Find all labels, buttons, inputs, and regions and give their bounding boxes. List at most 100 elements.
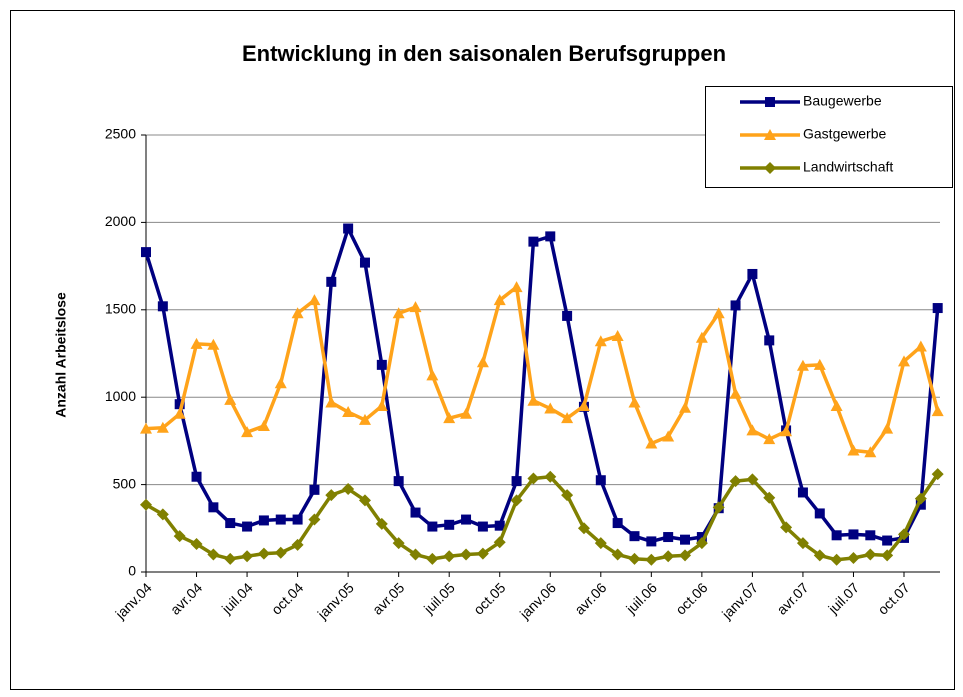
marker [931,405,944,417]
marker [173,407,186,419]
marker [358,494,371,507]
marker [208,502,219,513]
marker [528,236,539,247]
marker [476,356,489,368]
y-tick-label: 1500 [105,301,136,317]
marker [765,97,775,107]
marker [747,268,758,279]
marker [696,532,707,543]
y-axis-label: Anzahl Arbeitslose [53,292,69,418]
marker [898,355,910,367]
legend-label: Landwirtschaft [803,159,893,175]
y-tick-label: 0 [128,563,136,579]
marker [594,335,607,347]
marker [460,407,473,419]
marker [814,508,825,519]
marker [847,444,860,456]
marker [359,257,370,268]
marker [140,422,152,434]
y-tick-label: 500 [113,475,137,491]
marker [274,377,287,389]
marker [257,547,270,560]
marker [241,426,254,438]
marker [224,393,237,405]
marker [645,437,658,449]
marker [577,522,590,535]
marker [763,491,776,504]
marker [461,514,472,525]
marker [848,529,859,540]
legend: Baugewerbe Gastgewerbe Landwirtschaft [705,86,953,188]
marker [594,537,607,550]
marker [207,338,220,350]
marker [257,420,270,432]
marker [375,517,388,530]
marker [746,473,759,486]
marker [796,537,809,550]
y-tick-label: 1000 [105,388,136,404]
marker [712,501,725,514]
marker [409,301,422,313]
marker [309,484,320,495]
marker [544,402,557,414]
marker [628,396,641,408]
marker [241,550,254,563]
marker [410,507,421,518]
marker [746,424,759,436]
marker [679,401,692,413]
marker [695,537,708,550]
marker [274,546,287,559]
marker [864,548,877,561]
marker [712,307,725,319]
marker [527,394,540,406]
marker [141,247,151,258]
marker [476,547,489,560]
marker [258,515,269,526]
marker [830,553,843,566]
marker [797,487,808,498]
marker [325,489,338,502]
marker [595,475,606,486]
marker [426,369,439,381]
marker [764,335,775,346]
marker [308,294,321,306]
marker [695,331,708,343]
marker [292,514,303,525]
marker [444,519,455,530]
marker [679,549,692,562]
marker [409,548,422,561]
marker [813,358,826,370]
marker [157,301,168,312]
marker [225,518,236,529]
marker [393,476,404,487]
marker [156,508,169,521]
marker [392,307,405,319]
legend-label: Gastgewerbe [803,126,886,142]
marker [426,552,439,565]
legend-label: Baugewerbe [803,93,882,109]
marker [662,550,675,563]
marker [764,162,776,174]
marker [932,303,943,314]
marker [882,535,893,546]
y-tick-label: 2500 [105,126,136,142]
marker [898,528,910,541]
marker [915,499,926,510]
marker [510,494,523,507]
marker [493,536,506,549]
marker [881,549,894,562]
marker [544,470,557,483]
marker [865,530,876,541]
marker [561,412,574,424]
marker [612,518,623,529]
marker [864,446,877,458]
marker [914,340,927,352]
marker [427,521,438,532]
marker [545,231,556,242]
marker [611,330,624,342]
marker [645,553,658,566]
marker [813,549,826,562]
marker [730,300,741,311]
marker [358,413,371,425]
